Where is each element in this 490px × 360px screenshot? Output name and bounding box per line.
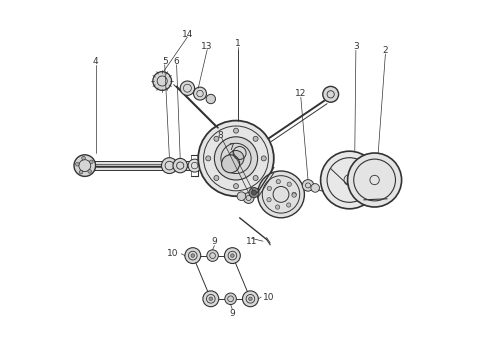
- Circle shape: [231, 254, 234, 257]
- Text: 10: 10: [263, 292, 275, 302]
- Text: 3: 3: [353, 42, 359, 51]
- Circle shape: [302, 180, 314, 191]
- Circle shape: [292, 192, 296, 197]
- Circle shape: [292, 193, 296, 197]
- Circle shape: [287, 182, 292, 186]
- Circle shape: [198, 121, 274, 196]
- Circle shape: [258, 171, 304, 218]
- Circle shape: [214, 136, 219, 141]
- Circle shape: [75, 162, 79, 166]
- Text: 5: 5: [162, 57, 168, 66]
- Text: 11: 11: [245, 237, 257, 246]
- Circle shape: [243, 291, 258, 307]
- Text: 8: 8: [217, 131, 222, 140]
- Circle shape: [275, 205, 280, 209]
- Circle shape: [74, 155, 96, 176]
- Circle shape: [88, 170, 92, 173]
- Circle shape: [267, 198, 271, 202]
- Circle shape: [90, 160, 93, 164]
- Circle shape: [248, 297, 252, 301]
- Circle shape: [221, 155, 240, 173]
- Circle shape: [261, 156, 266, 161]
- Circle shape: [214, 175, 219, 180]
- Circle shape: [320, 151, 378, 209]
- Circle shape: [173, 158, 187, 173]
- Circle shape: [215, 137, 258, 180]
- Circle shape: [326, 190, 330, 195]
- Text: 1: 1: [235, 39, 241, 48]
- Text: 9: 9: [212, 237, 217, 246]
- Circle shape: [253, 136, 258, 141]
- Circle shape: [311, 184, 319, 192]
- Circle shape: [253, 175, 258, 180]
- Circle shape: [276, 179, 280, 184]
- Circle shape: [162, 158, 177, 174]
- Text: 10: 10: [167, 249, 179, 258]
- Text: 7: 7: [228, 143, 233, 152]
- Circle shape: [267, 186, 271, 190]
- Circle shape: [251, 190, 257, 195]
- Circle shape: [191, 254, 195, 257]
- Circle shape: [180, 81, 195, 95]
- Circle shape: [287, 203, 291, 207]
- Text: 14: 14: [182, 30, 193, 39]
- Circle shape: [153, 72, 172, 90]
- Circle shape: [233, 128, 239, 133]
- Circle shape: [188, 159, 201, 172]
- Circle shape: [228, 150, 244, 166]
- Text: 6: 6: [174, 57, 179, 66]
- Circle shape: [206, 94, 216, 104]
- Circle shape: [185, 248, 201, 264]
- Circle shape: [207, 250, 219, 261]
- Text: 2: 2: [383, 46, 388, 55]
- Circle shape: [323, 86, 339, 102]
- Circle shape: [82, 156, 85, 160]
- Circle shape: [194, 87, 206, 100]
- Circle shape: [225, 293, 236, 305]
- Text: 12: 12: [295, 89, 306, 98]
- Text: 9: 9: [229, 310, 235, 319]
- Circle shape: [209, 297, 213, 301]
- Bar: [92, 161, 196, 170]
- Text: 13: 13: [201, 42, 213, 51]
- Circle shape: [347, 153, 402, 207]
- Circle shape: [233, 184, 239, 189]
- Circle shape: [203, 291, 219, 307]
- Circle shape: [79, 170, 83, 174]
- Text: 4: 4: [93, 57, 98, 66]
- Circle shape: [249, 188, 259, 198]
- Circle shape: [237, 192, 245, 201]
- Circle shape: [224, 248, 240, 264]
- Circle shape: [243, 193, 254, 203]
- Circle shape: [206, 156, 211, 161]
